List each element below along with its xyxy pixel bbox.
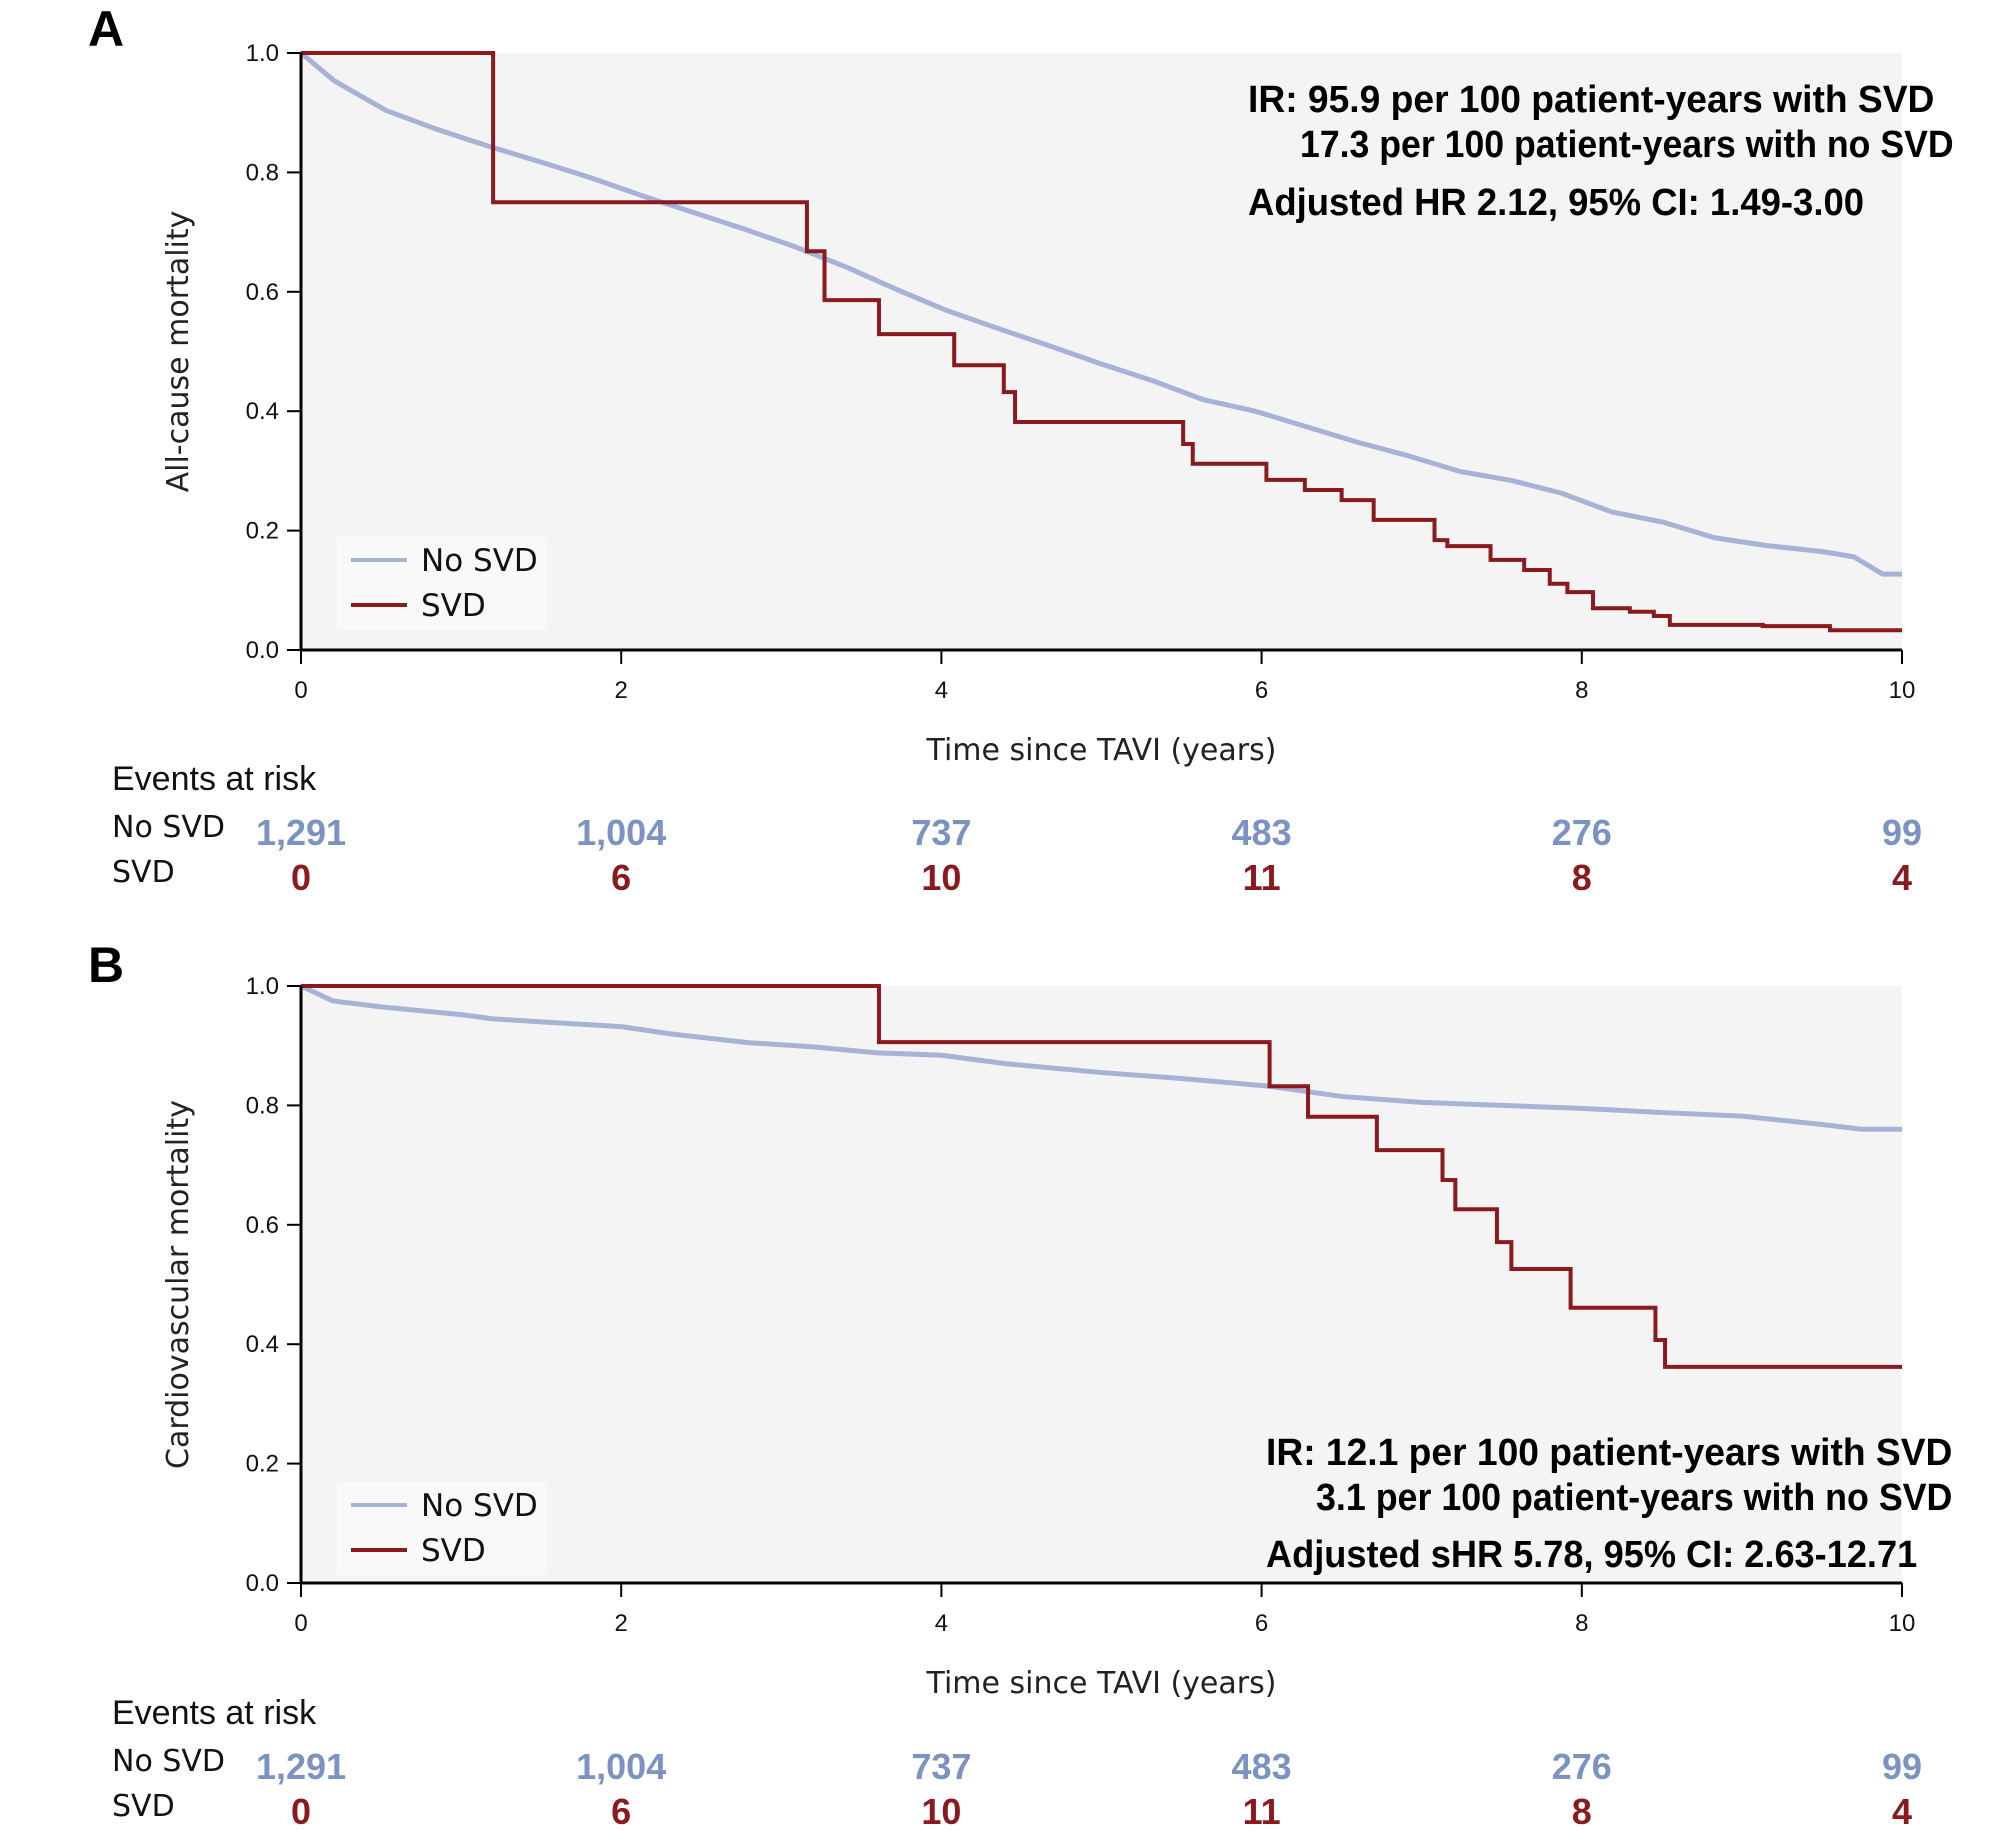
annotation-ir-no-svd: 3.1 per 100 patient-years with no SVD <box>1316 1477 1952 1519</box>
series-line-svd <box>301 984 1902 1369</box>
x-tick-label: 8 <box>1575 677 1588 704</box>
annotation-hazard-ratio: Adjusted sHR 5.78, 95% CI: 2.63-12.71 <box>1266 1534 1917 1576</box>
x-tick-label: 2 <box>615 1610 628 1637</box>
at-risk-value-svd: 8 <box>1572 857 1592 898</box>
at-risk-value-svd: 10 <box>921 1791 961 1831</box>
plot-background <box>301 986 1902 1583</box>
panel-letter-a: A <box>88 1 124 57</box>
at-risk-value-no-svd: 276 <box>1552 812 1612 853</box>
legend-box <box>337 1482 547 1575</box>
at-risk-value-svd: 6 <box>611 857 631 898</box>
at-risk-value-svd: 0 <box>291 1791 311 1831</box>
at-risk-value-svd: 4 <box>1892 857 1912 898</box>
y-tick-label: 0.6 <box>246 1212 279 1239</box>
at-risk-value-svd: 11 <box>1243 857 1281 898</box>
at-risk-value-no-svd: 1,004 <box>576 1746 666 1787</box>
x-tick-label: 2 <box>615 677 628 704</box>
plot-background <box>301 53 1902 650</box>
y-tick-label: 1.0 <box>246 40 279 67</box>
legend-label-no-svd: No SVD <box>421 1488 538 1524</box>
at-risk-value-svd: 0 <box>291 857 311 898</box>
y-tick-label: 1.0 <box>246 973 279 1000</box>
at-risk-value-no-svd: 1,291 <box>256 812 346 853</box>
at-risk-value-svd: 10 <box>921 857 961 898</box>
at-risk-row-label-svd: SVD <box>112 855 175 890</box>
series-line-svd <box>301 51 1902 633</box>
y-axis-title: All-cause mortality <box>161 211 196 493</box>
x-axis-title: Time since TAVI (years) <box>926 1666 1277 1701</box>
at-risk-value-no-svd: 737 <box>911 812 971 853</box>
at-risk-table: Events at risk No SVD SVD 1,291 1,004 737 4… <box>112 760 1922 898</box>
annotation-ir-svd: IR: 12.1 per 100 patient-years with SVD <box>1266 1432 1952 1474</box>
y-tick-label: 0.2 <box>246 518 279 545</box>
at-risk-row-label-no-svd: No SVD <box>112 810 225 845</box>
at-risk-value-no-svd: 99 <box>1882 812 1922 853</box>
annotation: IR: 12.1 per 100 patient-years with SVD … <box>1266 1432 1952 1576</box>
y-tick-label: 0.8 <box>246 159 279 186</box>
y-tick-label: 0.2 <box>246 1451 279 1478</box>
x-axis-title: Time since TAVI (years) <box>926 733 1277 768</box>
panel-a: A 0.0 0.2 0.4 0.6 0.8 1.0 0 2 4 6 8 10 No SVD SVD I… <box>88 1 1954 898</box>
at-risk-row-label-svd: SVD <box>112 1789 175 1824</box>
at-risk-value-no-svd: 737 <box>911 1746 971 1787</box>
x-tick-label: 8 <box>1575 1610 1588 1637</box>
at-risk-value-no-svd: 483 <box>1232 1746 1292 1787</box>
x-tick-label: 4 <box>935 677 948 704</box>
legend: No SVD SVD <box>337 537 547 630</box>
at-risk-row-label-no-svd: No SVD <box>112 1744 225 1779</box>
at-risk-value-svd: 11 <box>1243 1791 1281 1831</box>
legend: No SVD SVD <box>337 1482 547 1575</box>
x-tick-label: 0 <box>294 1610 307 1637</box>
at-risk-table: Events at risk No SVD SVD 1,291 1,004 737 4… <box>112 1694 1922 1831</box>
series-line-no-svd <box>299 51 1902 577</box>
legend-box <box>337 537 547 630</box>
y-tick-label: 0.0 <box>246 1570 279 1597</box>
at-risk-value-no-svd: 483 <box>1232 812 1292 853</box>
x-tick-label: 0 <box>294 677 307 704</box>
panel-letter-b: B <box>88 937 124 993</box>
at-risk-title: Events at risk <box>112 760 317 798</box>
x-tick-label: 6 <box>1255 1610 1268 1637</box>
y-tick-label: 0.0 <box>246 637 279 664</box>
y-tick-label: 0.6 <box>246 279 279 306</box>
y-axis-title: Cardiovascular mortality <box>161 1100 196 1469</box>
legend-label-svd: SVD <box>421 588 486 624</box>
y-tick-label: 0.4 <box>246 398 279 425</box>
at-risk-value-svd: 8 <box>1572 1791 1592 1831</box>
panel-b: B 0.0 0.2 0.4 0.6 0.8 1.0 0 2 4 6 8 10 No SVD SVD I… <box>88 937 1952 1831</box>
at-risk-value-no-svd: 99 <box>1882 1746 1922 1787</box>
annotation-ir-svd: IR: 95.9 per 100 patient-years with SVD <box>1248 79 1934 121</box>
legend-label-svd: SVD <box>421 1533 486 1569</box>
annotation-ir-no-svd: 17.3 per 100 patient-years with no SVD <box>1300 124 1954 166</box>
x-tick-label: 10 <box>1889 677 1916 704</box>
x-tick-label: 10 <box>1889 1610 1916 1637</box>
annotation-hazard-ratio: Adjusted HR 2.12, 95% CI: 1.49-3.00 <box>1248 182 1864 224</box>
legend-label-no-svd: No SVD <box>421 543 538 579</box>
at-risk-title: Events at risk <box>112 1694 317 1732</box>
at-risk-value-svd: 4 <box>1892 1791 1912 1831</box>
at-risk-value-no-svd: 276 <box>1552 1746 1612 1787</box>
x-tick-label: 4 <box>935 1610 948 1637</box>
x-tick-label: 6 <box>1255 677 1268 704</box>
at-risk-value-no-svd: 1,291 <box>256 1746 346 1787</box>
y-tick-label: 0.8 <box>246 1092 279 1119</box>
at-risk-value-svd: 6 <box>611 1791 631 1831</box>
annotation: IR: 95.9 per 100 patient-years with SVD … <box>1248 79 1954 224</box>
at-risk-value-no-svd: 1,004 <box>576 812 666 853</box>
y-tick-label: 0.4 <box>246 1331 279 1358</box>
series-line-no-svd <box>299 983 1902 1132</box>
